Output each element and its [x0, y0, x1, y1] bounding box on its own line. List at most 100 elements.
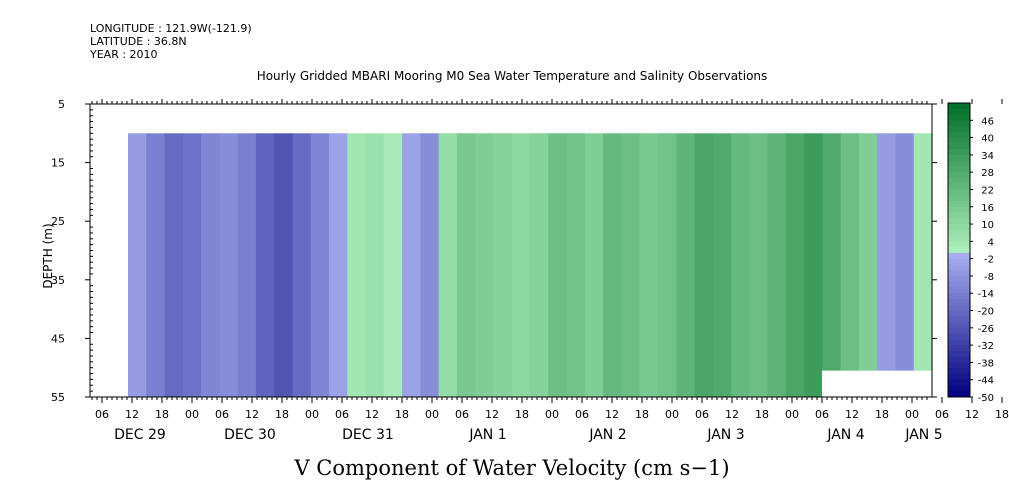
x-hour-label: 06 — [455, 408, 469, 421]
x-hour-label: 12 — [965, 408, 979, 421]
colorbar-band — [948, 154, 970, 162]
colorbar-label: 16 — [981, 203, 994, 214]
x-hour-label: 18 — [875, 408, 889, 421]
x-date-label: JAN 1 — [468, 427, 506, 443]
heatmap-cell — [146, 133, 166, 398]
heatmap-cell — [822, 133, 842, 398]
colorbar-band — [948, 235, 970, 242]
heatmap-cell — [877, 133, 897, 398]
colorbar-label: 34 — [981, 151, 994, 162]
colorbar-label: -8 — [984, 272, 994, 283]
colorbar-band — [948, 126, 970, 133]
colorbar-band — [948, 229, 970, 236]
x-hour-label: 00 — [665, 408, 679, 421]
heatmap-cell — [731, 133, 750, 398]
colorbar-frame — [947, 102, 971, 398]
x-hour-label: 06 — [95, 408, 109, 421]
colorbar-band — [948, 206, 970, 213]
x-hour-label: 06 — [575, 408, 589, 421]
colorbar-band — [948, 103, 970, 110]
heatmap-cell — [164, 133, 184, 398]
heatmap-cell — [456, 133, 476, 398]
colorbar-band — [948, 201, 970, 208]
colorbar-band — [948, 120, 970, 127]
colorbar-band — [948, 131, 970, 138]
y-tick-label: 15 — [51, 157, 65, 170]
colorbar-band — [948, 356, 970, 363]
heatmap-cell — [767, 133, 787, 398]
x-hour-label: 12 — [125, 408, 139, 421]
heatmap-cell — [201, 133, 220, 398]
x-hour-label: 18 — [995, 408, 1009, 421]
heatmap-cell — [584, 133, 604, 398]
x-hour-label: 06 — [815, 408, 829, 421]
heatmap-cell — [128, 133, 147, 398]
x-date-label: JAN 3 — [706, 427, 744, 443]
heatmap-cell — [804, 133, 823, 398]
colorbar-band — [948, 275, 970, 283]
colorbar-label: -50 — [978, 393, 994, 404]
x-hour-label: 18 — [395, 408, 409, 421]
x-hour-label: 06 — [335, 408, 349, 421]
x-hour-label: 12 — [845, 408, 859, 421]
x-date-label: DEC 30 — [224, 427, 276, 443]
colorbar-band — [948, 183, 970, 190]
colorbar-band — [948, 143, 970, 150]
heatmap-cell — [603, 133, 622, 398]
x-date-label: JAN 2 — [588, 427, 626, 443]
y-tick-label: 55 — [51, 391, 65, 404]
missing-data-area — [822, 370, 932, 397]
colorbar-band — [948, 310, 970, 317]
x-hour-label: 00 — [305, 408, 319, 421]
x-hour-label: 12 — [365, 408, 379, 421]
x-hour-label: 12 — [605, 408, 619, 421]
heatmap-cell — [219, 133, 239, 398]
y-tick-label: 35 — [51, 274, 65, 287]
heatmap-cell — [329, 133, 348, 398]
colorbar-band — [948, 270, 970, 277]
heatmap-cell — [530, 133, 549, 398]
x-date-label: JAN 5 — [904, 427, 942, 443]
colorbar-band — [948, 218, 970, 225]
colorbar-label: 46 — [981, 116, 994, 127]
colorbar-band — [948, 316, 970, 323]
heatmap-cell — [402, 133, 421, 398]
x-hour-label: 18 — [155, 408, 169, 421]
colorbar-band — [948, 212, 970, 219]
heatmap-cell — [182, 133, 202, 398]
heatmap-cell — [383, 133, 403, 398]
colorbar-band — [948, 137, 970, 144]
heatmap-cell — [511, 133, 531, 398]
colorbar-label: 22 — [981, 185, 994, 196]
colorbar-band — [948, 247, 970, 254]
colorbar-label: -2 — [984, 255, 994, 266]
heatmap-cell — [548, 133, 568, 398]
colorbar-band — [948, 345, 970, 352]
heatmap-cell — [310, 133, 330, 398]
colorbar-band — [948, 166, 970, 173]
colorbar-band — [948, 195, 970, 202]
heatmap-cell — [785, 133, 805, 398]
colorbar-label: -32 — [978, 341, 994, 352]
colorbar-band — [948, 114, 970, 121]
heatmap-cell — [475, 133, 495, 398]
x-hour-label: 12 — [245, 408, 259, 421]
longitude-label: LONGITUDE : 121.9W(-121.9) — [90, 22, 252, 35]
x-hour-label: 00 — [545, 408, 559, 421]
heatmap-cell — [237, 133, 257, 398]
colorbar-band — [948, 172, 970, 179]
heatmap-cell — [676, 133, 696, 398]
y-tick-label: 45 — [51, 332, 65, 345]
heatmap-cell — [694, 133, 714, 398]
colorbar-band — [948, 385, 970, 392]
x-hour-label: 12 — [485, 408, 499, 421]
heatmap-cell — [840, 133, 860, 398]
colorbar-band — [948, 379, 970, 386]
colorbar-band — [948, 350, 970, 358]
heatmap-cell — [255, 133, 275, 398]
heatmap-cell — [274, 133, 294, 398]
colorbar-label: 28 — [981, 168, 994, 179]
heatmap-cell — [913, 133, 933, 398]
colorbar-label: 40 — [981, 134, 994, 145]
x-hour-label: 12 — [725, 408, 739, 421]
